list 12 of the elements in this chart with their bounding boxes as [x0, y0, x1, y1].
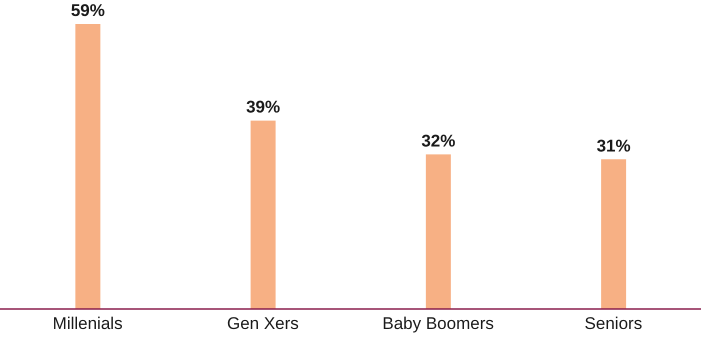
bar — [601, 159, 626, 309]
data-label: 32% — [421, 131, 456, 150]
x-tick-label: Seniors — [584, 314, 642, 334]
x-tick-label: Baby Boomers — [382, 314, 494, 334]
data-label: 31% — [596, 136, 631, 156]
x-tick-label: Gen Xers — [226, 314, 299, 334]
data-label: 59% — [70, 1, 105, 20]
bar — [250, 120, 276, 309]
bar — [426, 154, 451, 309]
x-tick-label: Millenials — [52, 314, 123, 334]
data-label: 39% — [246, 98, 280, 117]
bar — [75, 24, 100, 309]
